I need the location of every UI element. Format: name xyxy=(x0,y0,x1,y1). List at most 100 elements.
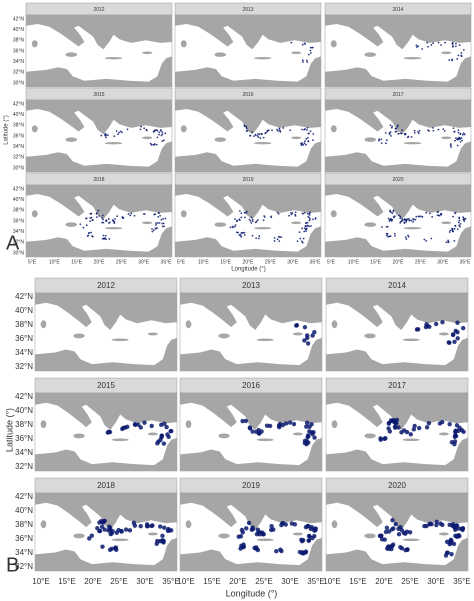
observation-dot xyxy=(90,216,93,219)
observation-dot xyxy=(119,130,122,133)
observation-dot xyxy=(280,236,283,239)
observation-dot xyxy=(245,127,248,130)
x-axis-title: Longitude (°) xyxy=(231,267,265,273)
observation-dot xyxy=(413,131,416,134)
observation-dot xyxy=(102,218,104,221)
observation-dot xyxy=(291,212,294,214)
observation-dot xyxy=(114,217,116,220)
observation-dot xyxy=(399,215,402,218)
observation-dot xyxy=(154,541,159,546)
observation-dot xyxy=(386,544,391,549)
observation-dot xyxy=(459,222,462,225)
observation-dot xyxy=(312,533,317,539)
observation-dot xyxy=(307,534,312,539)
observation-dot xyxy=(277,130,279,132)
observation-dot xyxy=(461,139,463,142)
observation-dot xyxy=(251,234,254,237)
observation-dot xyxy=(390,219,393,222)
observation-dot xyxy=(400,132,403,135)
observation-dot xyxy=(158,212,160,214)
observation-dot xyxy=(456,144,459,147)
observation-dot xyxy=(277,235,280,238)
observation-dot xyxy=(410,135,413,138)
observation-dot xyxy=(263,215,266,217)
observation-dot xyxy=(159,129,162,131)
y-tick-label: 40°N xyxy=(13,197,25,203)
observation-dot xyxy=(448,59,451,62)
observation-dot xyxy=(451,229,454,232)
observation-dot xyxy=(301,212,304,215)
observation-dot xyxy=(102,234,105,237)
observation-dot xyxy=(385,232,388,235)
observation-dot xyxy=(303,211,306,214)
observation-dot xyxy=(453,429,458,434)
x-tick-label: 15°E xyxy=(220,259,232,265)
observation-dot xyxy=(162,222,165,225)
observation-dot xyxy=(394,234,396,237)
panel-letter: A xyxy=(6,232,20,254)
observation-dot xyxy=(138,425,144,430)
observation-dot xyxy=(304,140,306,143)
x-tick-label: 15°E xyxy=(203,577,220,586)
y-tick-label: 36°N xyxy=(13,218,25,224)
observation-dot xyxy=(304,333,310,338)
observation-dot xyxy=(149,523,154,529)
observation-dot xyxy=(238,210,241,212)
observation-dot xyxy=(305,59,308,62)
observation-dot xyxy=(250,222,253,224)
observation-dot xyxy=(110,529,115,534)
observation-dot xyxy=(389,543,395,549)
x-tick-label: 20°E xyxy=(243,259,255,265)
observation-dot xyxy=(152,229,155,232)
y-tick-label: 32°N xyxy=(13,155,25,161)
observation-dot xyxy=(234,218,236,221)
observation-dot xyxy=(309,524,314,530)
observation-dot xyxy=(392,209,395,212)
observation-dot xyxy=(459,133,462,136)
observation-dot xyxy=(145,129,148,132)
observation-dot xyxy=(396,125,399,128)
observation-dot xyxy=(155,224,157,226)
observation-dot xyxy=(266,130,269,133)
observation-dot xyxy=(301,227,303,230)
observation-dot xyxy=(407,235,410,238)
observation-dot xyxy=(243,234,246,236)
observation-dot xyxy=(95,525,100,531)
observation-dot xyxy=(393,232,396,235)
x-tick-label: 30°E xyxy=(136,577,153,586)
observation-dot xyxy=(161,133,164,136)
x-tick-label: 10°E xyxy=(323,577,340,586)
observation-dot xyxy=(462,48,465,51)
observation-dot xyxy=(421,48,424,50)
observation-dot xyxy=(161,140,164,143)
observation-dot xyxy=(393,425,398,430)
observation-dot xyxy=(267,423,273,429)
observation-dot xyxy=(386,420,392,426)
observation-dot xyxy=(91,219,94,221)
facet-title: 2016 xyxy=(242,381,260,390)
facet-title: 2020 xyxy=(392,177,403,183)
observation-dot xyxy=(160,218,163,221)
observation-dot xyxy=(257,219,259,221)
observation-dot xyxy=(161,131,164,133)
observation-dot xyxy=(258,235,261,237)
observation-dot xyxy=(462,216,465,219)
observation-dot xyxy=(443,130,446,132)
observation-dot xyxy=(393,521,398,527)
observation-dot xyxy=(437,214,440,217)
x-tick-label: 35°E xyxy=(310,259,322,265)
x-tick-label: 25°E xyxy=(116,259,128,265)
observation-dot xyxy=(453,130,456,133)
observation-dot xyxy=(309,211,311,214)
observation-dot xyxy=(310,225,312,227)
observation-dot xyxy=(412,221,415,223)
observation-dot xyxy=(417,132,420,135)
observation-dot xyxy=(107,429,113,435)
observation-dot xyxy=(279,130,282,133)
observation-dot xyxy=(306,212,309,215)
observation-dot xyxy=(395,127,398,130)
y-tick-label: 32°N xyxy=(13,240,25,246)
observation-dot xyxy=(106,134,109,137)
y-tick-label: 34°N xyxy=(13,144,25,150)
